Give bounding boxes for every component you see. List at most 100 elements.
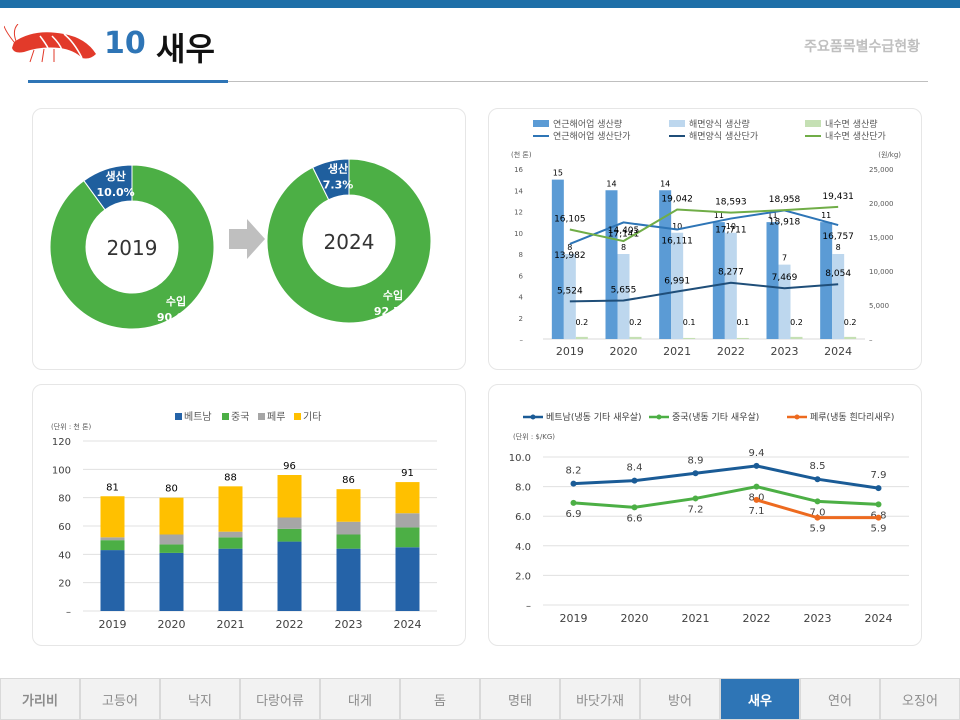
y-tick-label: 80 [58, 494, 71, 505]
bar-label: 11 [821, 211, 831, 220]
stacked-bar-segment [100, 496, 125, 538]
title-divider [228, 81, 928, 82]
legend-label: 내수면 생산량 [825, 118, 878, 130]
y-tick-label: 2 [519, 315, 523, 323]
line-marker [692, 470, 699, 477]
nav-tab-6[interactable]: 명태 [480, 678, 560, 720]
total-label: 96 [283, 461, 296, 472]
donut-import-label: 수입 [383, 289, 403, 302]
page-title: 새우 [156, 30, 215, 68]
page-number: 10 [104, 26, 146, 61]
y-tick-label: 8 [519, 251, 523, 259]
bar-label: 15 [553, 169, 563, 178]
species-nav: 가리비 고등어 낙지 다랑어류 대게 돔 명태 바닷가재 방어 새우 연어 오징어 [0, 678, 960, 720]
bar [724, 232, 737, 339]
series-line [573, 464, 879, 490]
y2-tick-label: – [869, 336, 873, 344]
bar-label: 0.2 [575, 318, 588, 327]
nav-tab-5[interactable]: 돔 [400, 678, 480, 720]
line-marker [814, 498, 821, 505]
y2-tick-label: 15,000 [869, 234, 894, 242]
y-tick-label: 12 [514, 209, 523, 217]
line-label: 7.0 [810, 507, 826, 518]
line-label: 7.1 [749, 506, 765, 517]
x-tick-label: 2020 [158, 618, 186, 631]
line-label: 17,141 [608, 229, 640, 239]
import-volume-chart: 베트남 중국 페루 기타 (단위 : 천 톤) – 20 40 60 80 100 120 81 2019… [51, 411, 437, 631]
total-label: 88 [224, 472, 237, 483]
legend-label: 베트남(냉동 기타 새우살) [546, 412, 642, 423]
axis-unit: (단위 : $/KG) [513, 432, 555, 441]
y-tick-label: 6 [519, 272, 524, 280]
y2-tick-label: 20,000 [869, 200, 894, 208]
line-label: 16,757 [822, 232, 854, 242]
nav-tab-7[interactable]: 바닷가재 [560, 678, 640, 720]
nav-tab-10[interactable]: 연어 [800, 678, 880, 720]
donut-2019: 2019 생산 10.0% 수입 90.0% [49, 164, 215, 330]
line-label: 8.2 [566, 466, 582, 477]
legend-label: 페루 [267, 411, 285, 423]
x-tick-label: 2023 [335, 618, 363, 631]
line-label: 16,105 [554, 214, 586, 224]
legend-label: 연근해어업 생산단가 [553, 131, 630, 142]
bar-label: 11 [767, 211, 777, 220]
line-label: 8,277 [718, 268, 744, 278]
total-label: 91 [401, 468, 414, 479]
donut-production-label: 생산 [328, 162, 348, 176]
line-label: 18,918 [769, 217, 801, 227]
nav-tab-2[interactable]: 낙지 [160, 678, 240, 720]
legend: 베트남 중국 페루 기타 [175, 411, 321, 423]
bar [766, 222, 779, 339]
bar [659, 190, 672, 339]
x-tick-label: 2024 [394, 618, 422, 631]
line-marker [814, 476, 821, 483]
production-chart-panel: 연근해어업 생산량 해면양식 생산량 내수면 생산량 연근해어업 생산단가 해면양식 생… [488, 108, 922, 370]
series-line [569, 281, 839, 303]
legend-swatch-marker [656, 414, 662, 420]
stacked-bar-segment [218, 537, 243, 549]
line-label: 5.9 [871, 524, 887, 535]
y-tick-label: 40 [58, 550, 71, 561]
nav-tab-0[interactable]: 가리비 [0, 678, 80, 720]
y-tick-label: 60 [58, 522, 71, 533]
nav-tab-8[interactable]: 방어 [640, 678, 720, 720]
bar-label: 0.1 [683, 318, 696, 327]
bar [575, 336, 588, 339]
bar [844, 336, 857, 339]
nav-tab-1[interactable]: 고등어 [80, 678, 160, 720]
stacked-bar-segment [395, 547, 420, 611]
bar [820, 222, 833, 339]
line-label: 19,431 [822, 192, 854, 202]
stacked-bar-segment [336, 548, 361, 611]
bar [790, 336, 803, 339]
legend-swatch-bar [805, 120, 821, 127]
stacked-bar-segment [159, 534, 184, 545]
legend-swatch-marker [530, 414, 536, 420]
nav-tab-3[interactable]: 다랑어류 [240, 678, 320, 720]
bar [778, 264, 791, 339]
line-marker [692, 495, 699, 502]
stacked-bar-segment [277, 528, 302, 542]
line-label: 19,042 [661, 195, 693, 205]
donut-import-pct: 90.0% [157, 311, 195, 324]
y-tick-label: 10.0 [509, 453, 531, 464]
line-marker [631, 504, 638, 511]
y-tick-label: 8.0 [515, 483, 531, 494]
line-marker [753, 496, 760, 503]
legend-swatch-bar [533, 120, 549, 127]
donut-2024: 2024 생산 7.3% 수입 92.7% [266, 158, 432, 324]
share-donut-svg: 2019 생산 10.0% 수입 90.0% 2024 생산 7.3% 수입 92.7% [49, 158, 432, 330]
line-label: 7.2 [688, 504, 704, 515]
nav-tab-9[interactable]: 새우 [720, 678, 800, 720]
legend-swatch [294, 413, 301, 420]
bar-label: 7 [782, 254, 787, 263]
line-marker [631, 477, 638, 484]
bar [712, 222, 725, 339]
x-tick-label: 2022 [276, 618, 304, 631]
x-tick-label: 2023 [804, 612, 832, 625]
nav-tab-4[interactable]: 대게 [320, 678, 400, 720]
legend-swatch-bar [669, 120, 685, 127]
nav-tab-11[interactable]: 오징어 [880, 678, 960, 720]
x-tick-label: 2020 [610, 345, 638, 358]
